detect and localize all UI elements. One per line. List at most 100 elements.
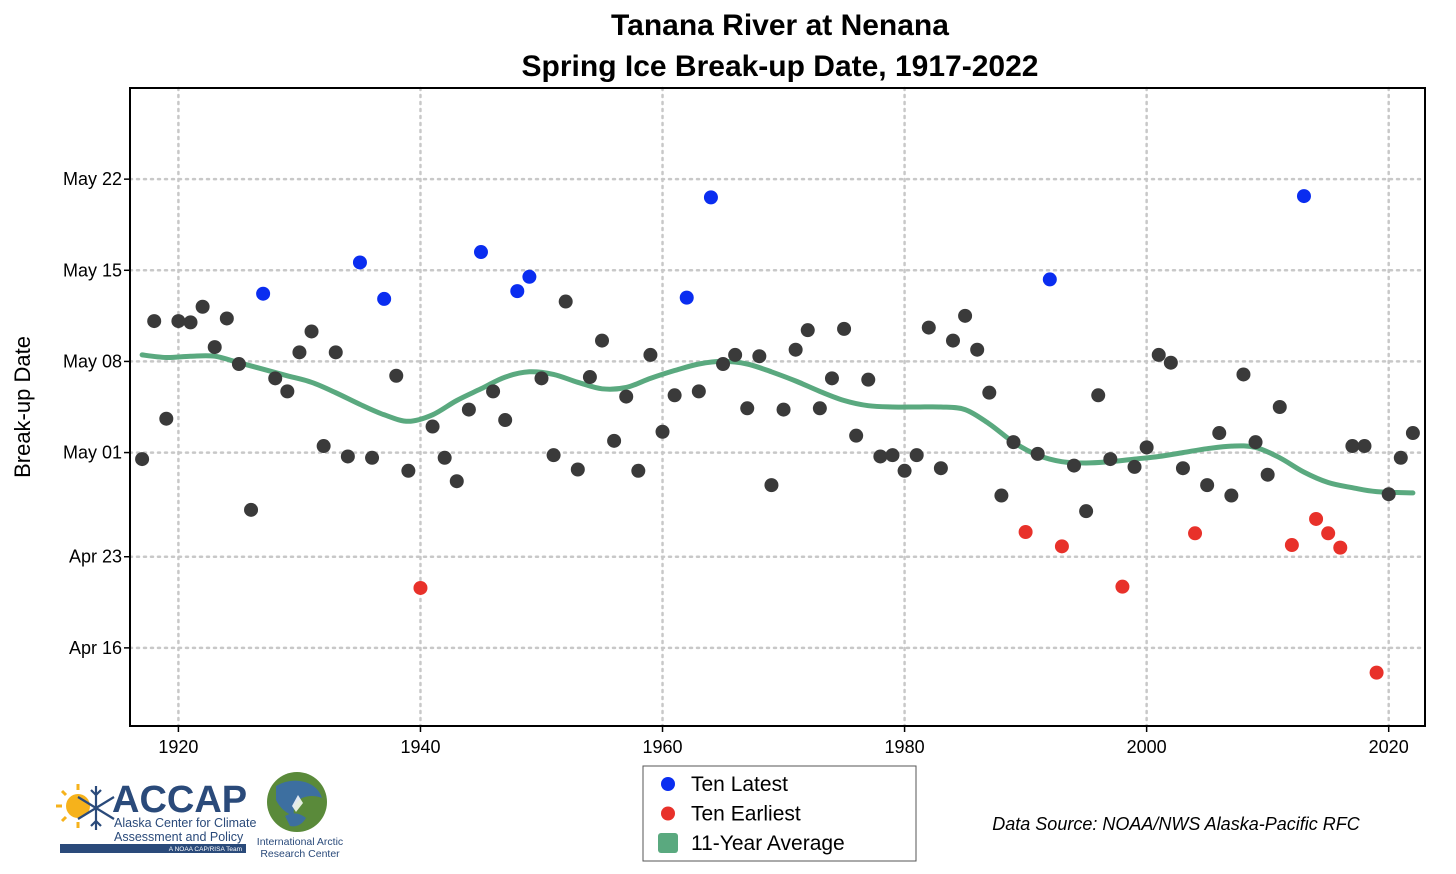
- y-tick-label-142: May 22: [63, 169, 122, 189]
- point-normal-1917: [135, 452, 150, 467]
- point-normal-1953: [570, 462, 585, 477]
- point-normal-1977: [861, 372, 876, 387]
- point-normal-1971: [788, 342, 803, 357]
- point-normal-2002: [1163, 355, 1178, 370]
- legend-label-2: 11-Year Average: [691, 832, 845, 855]
- point-normal-2003: [1175, 461, 1190, 476]
- point-normal-1968: [752, 349, 767, 364]
- legend-box: [642, 765, 917, 862]
- point-normal-1943: [449, 474, 464, 489]
- point-normal-1966: [728, 347, 743, 362]
- point-latest-2013: [1296, 189, 1311, 204]
- point-normal-1933: [328, 345, 343, 360]
- point-earliest-1993: [1054, 539, 1069, 554]
- point-earliest-1998: [1115, 579, 1130, 594]
- point-normal-2018: [1357, 439, 1372, 454]
- point-normal-1928: [268, 371, 283, 386]
- point-normal-1919: [159, 411, 174, 426]
- point-normal-1984: [945, 333, 960, 348]
- point-normal-1934: [340, 449, 355, 464]
- x-tick-label-1960: 1960: [642, 737, 682, 757]
- point-normal-2006: [1212, 426, 1227, 441]
- data-source-note: Data Source: NOAA/NWS Alaska-Pacific RFC: [992, 814, 1360, 834]
- point-normal-1985: [958, 308, 973, 323]
- point-normal-1941: [425, 419, 440, 434]
- point-normal-1967: [740, 401, 755, 416]
- point-normal-1982: [921, 320, 936, 335]
- point-normal-1925: [231, 357, 246, 372]
- point-normal-1972: [800, 323, 815, 338]
- point-normal-1944: [461, 402, 476, 417]
- point-normal-1997: [1103, 452, 1118, 467]
- point-normal-1952: [558, 294, 573, 309]
- point-normal-1988: [994, 488, 1009, 503]
- point-latest-1964: [703, 190, 718, 205]
- accap-line-2: Assessment and Policy: [114, 830, 244, 844]
- accap-name: ACCAP: [112, 779, 247, 821]
- point-normal-1983: [933, 461, 948, 476]
- point-normal-1920: [171, 314, 186, 329]
- point-normal-1969: [764, 478, 779, 493]
- point-normal-1955: [595, 333, 610, 348]
- point-normal-1954: [582, 370, 597, 385]
- point-latest-1927: [256, 286, 271, 301]
- point-normal-1921: [183, 315, 198, 330]
- point-normal-1981: [909, 448, 924, 463]
- point-normal-1979: [885, 448, 900, 463]
- point-normal-1970: [776, 402, 791, 417]
- point-normal-1963: [691, 384, 706, 399]
- point-normal-1947: [498, 413, 513, 428]
- point-normal-1950: [534, 371, 549, 386]
- point-earliest-2016: [1333, 540, 1348, 555]
- point-normal-1918: [147, 314, 162, 329]
- point-normal-2020: [1381, 487, 1396, 502]
- point-normal-1976: [849, 428, 864, 443]
- point-normal-1946: [486, 384, 501, 399]
- point-normal-1958: [631, 463, 646, 478]
- x-tick-label-1980: 1980: [885, 737, 925, 757]
- point-latest-1937: [377, 291, 392, 306]
- legend: Ten Latest Ten Earliest 11-Year Average: [642, 765, 917, 862]
- point-normal-1975: [837, 321, 852, 336]
- point-earliest-2012: [1284, 538, 1299, 553]
- point-earliest-1990: [1018, 524, 1033, 539]
- point-normal-2000: [1139, 440, 1154, 455]
- point-normal-1939: [401, 463, 416, 478]
- average-line: [139, 352, 1416, 496]
- x-tick-label-1920: 1920: [158, 737, 198, 757]
- point-normal-1995: [1079, 504, 1094, 519]
- point-normal-2017: [1345, 439, 1360, 454]
- legend-marker-0: [661, 777, 675, 791]
- y-axis-ticks: Apr 16 Apr 23 May 01 May 08 May 15 May 22: [63, 169, 130, 658]
- iarc-line-2: Research Center: [260, 848, 340, 860]
- sun-snowflake-icon: [56, 784, 115, 830]
- point-normal-2009: [1248, 435, 1263, 450]
- data-points: [135, 189, 1420, 680]
- iarc-line-1: International Arctic: [257, 836, 343, 848]
- point-latest-1992: [1042, 272, 1057, 287]
- point-normal-1996: [1091, 388, 1106, 403]
- point-normal-1951: [546, 448, 561, 463]
- point-normal-2021: [1393, 450, 1408, 465]
- accap-line-1: Alaska Center for Climate: [114, 816, 256, 830]
- point-latest-1949: [522, 269, 537, 284]
- legend-marker-2: [658, 833, 678, 853]
- point-normal-1932: [316, 439, 331, 454]
- point-normal-1938: [389, 368, 404, 383]
- legend-label-1: Ten Earliest: [691, 803, 801, 826]
- point-normal-1924: [219, 311, 234, 326]
- y-tick-label-121: May 01: [63, 443, 122, 463]
- y-tick-label-113: Apr 23: [69, 547, 122, 567]
- point-earliest-2015: [1321, 526, 1336, 541]
- legend-label-0: Ten Latest: [691, 773, 788, 796]
- point-normal-1930: [292, 345, 307, 360]
- y-tick-label-128: May 08: [63, 351, 122, 371]
- point-normal-1922: [195, 299, 210, 314]
- point-earliest-1940: [413, 580, 428, 595]
- y-axis-label: Break-up Date: [10, 336, 35, 478]
- chart-title-line-1: Tanana River at Nenana: [611, 9, 949, 42]
- point-earliest-2019: [1369, 665, 1384, 680]
- legend-marker-1: [661, 806, 675, 821]
- x-tick-label-2020: 2020: [1369, 737, 1409, 757]
